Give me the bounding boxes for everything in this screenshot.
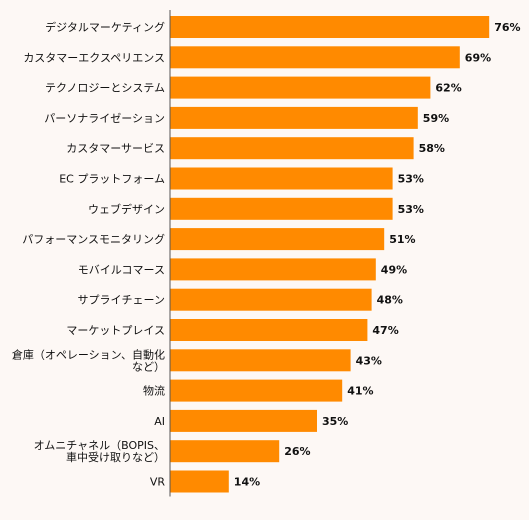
category-label: パフォーマンスモニタリング xyxy=(22,232,165,246)
bar-value-label: 35% xyxy=(322,415,348,428)
category-label: AI xyxy=(154,415,165,428)
bar xyxy=(170,379,343,402)
category-label: テクノロジーとシステム xyxy=(45,82,165,95)
category-label: デジタルマーケティング xyxy=(45,20,165,34)
bar xyxy=(170,76,431,99)
value-labels-group: 76% 69% 62% 59% 58% 53% 53% 51% 49% 48% 47% 43% 41% 3… xyxy=(234,21,521,489)
bar-value-label: 26% xyxy=(284,445,310,458)
category-label: 倉庫（オペレーション、自動化など） xyxy=(12,347,165,373)
category-label: 物流 xyxy=(143,384,165,398)
bar-value-label: 58% xyxy=(419,142,445,155)
bar-value-label: 49% xyxy=(381,263,407,276)
bar-value-label: 69% xyxy=(465,51,491,64)
bar-value-label: 41% xyxy=(347,385,373,398)
bar xyxy=(170,349,351,372)
bar xyxy=(170,197,393,220)
bar-value-label: 43% xyxy=(356,354,382,367)
category-label: カスタマーエクスペリエンス xyxy=(23,51,165,64)
category-label: パーソナライゼーション xyxy=(44,112,165,125)
category-label: サプライチェーン xyxy=(78,294,165,307)
bar-value-label: 76% xyxy=(494,21,520,34)
bar xyxy=(170,228,385,251)
bar xyxy=(170,167,393,190)
bar-value-label: 53% xyxy=(398,203,424,216)
bar-value-label: 53% xyxy=(398,173,424,186)
category-label: ウェブデザイン xyxy=(88,202,165,216)
bar xyxy=(170,137,414,160)
category-label: マーケットプレイス xyxy=(66,324,165,337)
bar xyxy=(170,258,376,281)
category-label: オムニチャネル（BOPIS、車中受け取りなど） xyxy=(34,439,165,464)
bar xyxy=(170,440,280,463)
bar xyxy=(170,288,372,311)
bar-value-label: 51% xyxy=(389,233,415,246)
bar xyxy=(170,46,460,69)
bar xyxy=(170,106,418,129)
bar-value-label: 48% xyxy=(377,294,403,307)
category-label: EC プラットフォーム xyxy=(59,173,165,186)
bar xyxy=(170,470,229,493)
category-label: カスタマーサービス xyxy=(66,142,165,155)
bar-value-label: 59% xyxy=(423,112,449,125)
category-label: モバイルコマース xyxy=(78,263,165,276)
bar-value-label: 47% xyxy=(372,324,398,337)
category-label: VR xyxy=(150,476,166,489)
bar-value-label: 62% xyxy=(435,82,461,95)
bar xyxy=(170,16,490,38)
bar-value-label: 14% xyxy=(234,476,260,489)
category-labels-group: デジタルマーケティングカスタマーエクスペリエンステクノロジーとシステムパーソナラ… xyxy=(12,20,165,489)
bar xyxy=(170,409,317,432)
bars-group xyxy=(170,16,490,493)
bar xyxy=(170,319,368,341)
